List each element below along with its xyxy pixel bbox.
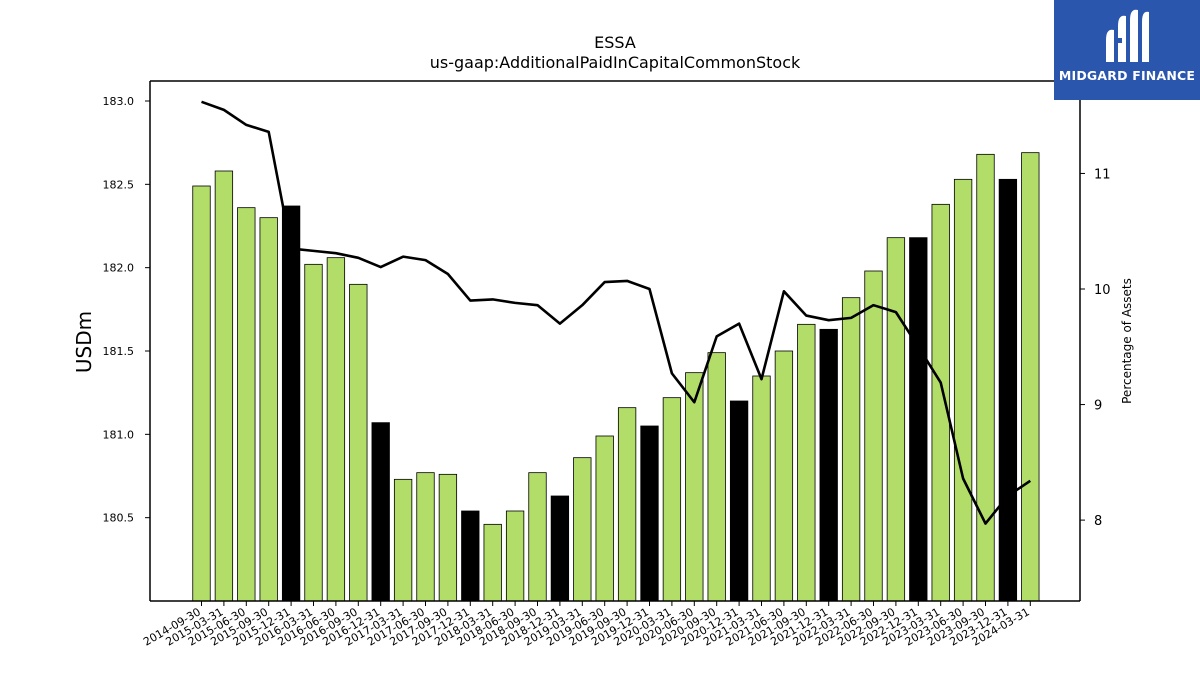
bar-2021-06-30 xyxy=(774,350,794,602)
bar-2016-03-31 xyxy=(304,263,323,602)
left-y-ticks: 180.5 181.0 181.5 182.0 182.5 183.0 xyxy=(103,95,150,525)
y-tick-label: 182.5 xyxy=(103,178,135,191)
bar-2024-03-31 xyxy=(1021,152,1040,602)
bar-2015-09-30 xyxy=(259,217,278,602)
chart-subtitle: us-gaap:AdditionalPaidInCapitalCommonSto… xyxy=(430,53,801,72)
y-tick-label: 181.0 xyxy=(103,428,135,441)
bar-2020-09-30 xyxy=(707,352,726,602)
bar-2015-03-31 xyxy=(214,170,234,602)
y-axis-label: USDm xyxy=(72,311,96,373)
bar-2016-09-30 xyxy=(349,283,368,602)
bar-2017-06-30 xyxy=(416,472,435,602)
bar-2022-12-31 xyxy=(909,237,928,602)
bars xyxy=(192,152,1040,602)
bar-2016-06-30 xyxy=(326,257,346,602)
bar-2020-12-31 xyxy=(729,400,749,602)
bar-2019-03-31 xyxy=(573,457,592,602)
bar-2022-03-31 xyxy=(841,297,861,602)
y2-axis-label: Percentage of Assets xyxy=(1120,278,1134,404)
midgard-finance-logo: MIDGARD FINANCE xyxy=(1054,0,1200,100)
brand-name: MIDGARD FINANCE xyxy=(1058,68,1196,83)
y2-tick-label: 8 xyxy=(1094,514,1102,529)
bar-2019-09-30 xyxy=(617,407,637,602)
percentage-of-assets-line xyxy=(201,100,1032,525)
bar-2017-09-30 xyxy=(438,473,458,602)
bar-2020-06-30 xyxy=(685,372,704,602)
logo-mark-icon xyxy=(1106,9,1149,62)
bar-2023-09-30 xyxy=(976,153,995,602)
bar-2022-06-30 xyxy=(864,270,883,602)
line-layer xyxy=(201,100,1032,525)
bar-2023-06-30 xyxy=(953,178,973,602)
bar-2018-03-31 xyxy=(483,523,502,602)
bar-2018-12-31 xyxy=(550,495,570,602)
y-tick-label: 180.5 xyxy=(103,512,135,525)
bar-2022-09-30 xyxy=(886,237,906,602)
bar-2017-03-31 xyxy=(393,478,413,602)
bar-2016-12-31 xyxy=(371,422,390,602)
bar-2019-06-30 xyxy=(595,435,614,602)
bar-2017-12-31 xyxy=(461,510,480,602)
bar-2019-12-31 xyxy=(640,425,659,602)
y-tick-label: 183.0 xyxy=(103,95,135,108)
bar-2021-12-31 xyxy=(819,328,838,602)
bar-2015-12-31 xyxy=(281,205,301,602)
axes xyxy=(149,80,1081,602)
x-ticks: 2014-09-302015-03-312015-06-302015-09-30… xyxy=(141,601,1032,649)
y2-tick-label: 9 xyxy=(1094,399,1102,414)
right-y-ticks: 8 9 10 11 xyxy=(1080,167,1111,529)
y2-tick-label: 10 xyxy=(1094,283,1111,298)
y-tick-label: 182.0 xyxy=(103,262,135,275)
chart-title: ESSA xyxy=(594,33,636,52)
y-tick-label: 181.5 xyxy=(103,345,135,358)
bar-2020-03-31 xyxy=(662,397,682,602)
bar-2023-12-31 xyxy=(998,178,1018,602)
bar-2023-03-31 xyxy=(931,203,950,602)
bar-2014-09-30 xyxy=(192,185,211,602)
bar-2021-03-31 xyxy=(752,375,771,602)
y2-tick-label: 11 xyxy=(1094,167,1111,182)
bar-2018-09-30 xyxy=(528,472,547,602)
bar-2021-09-30 xyxy=(797,323,816,602)
bar-2018-06-30 xyxy=(505,510,525,602)
bar-2015-06-30 xyxy=(237,207,256,602)
